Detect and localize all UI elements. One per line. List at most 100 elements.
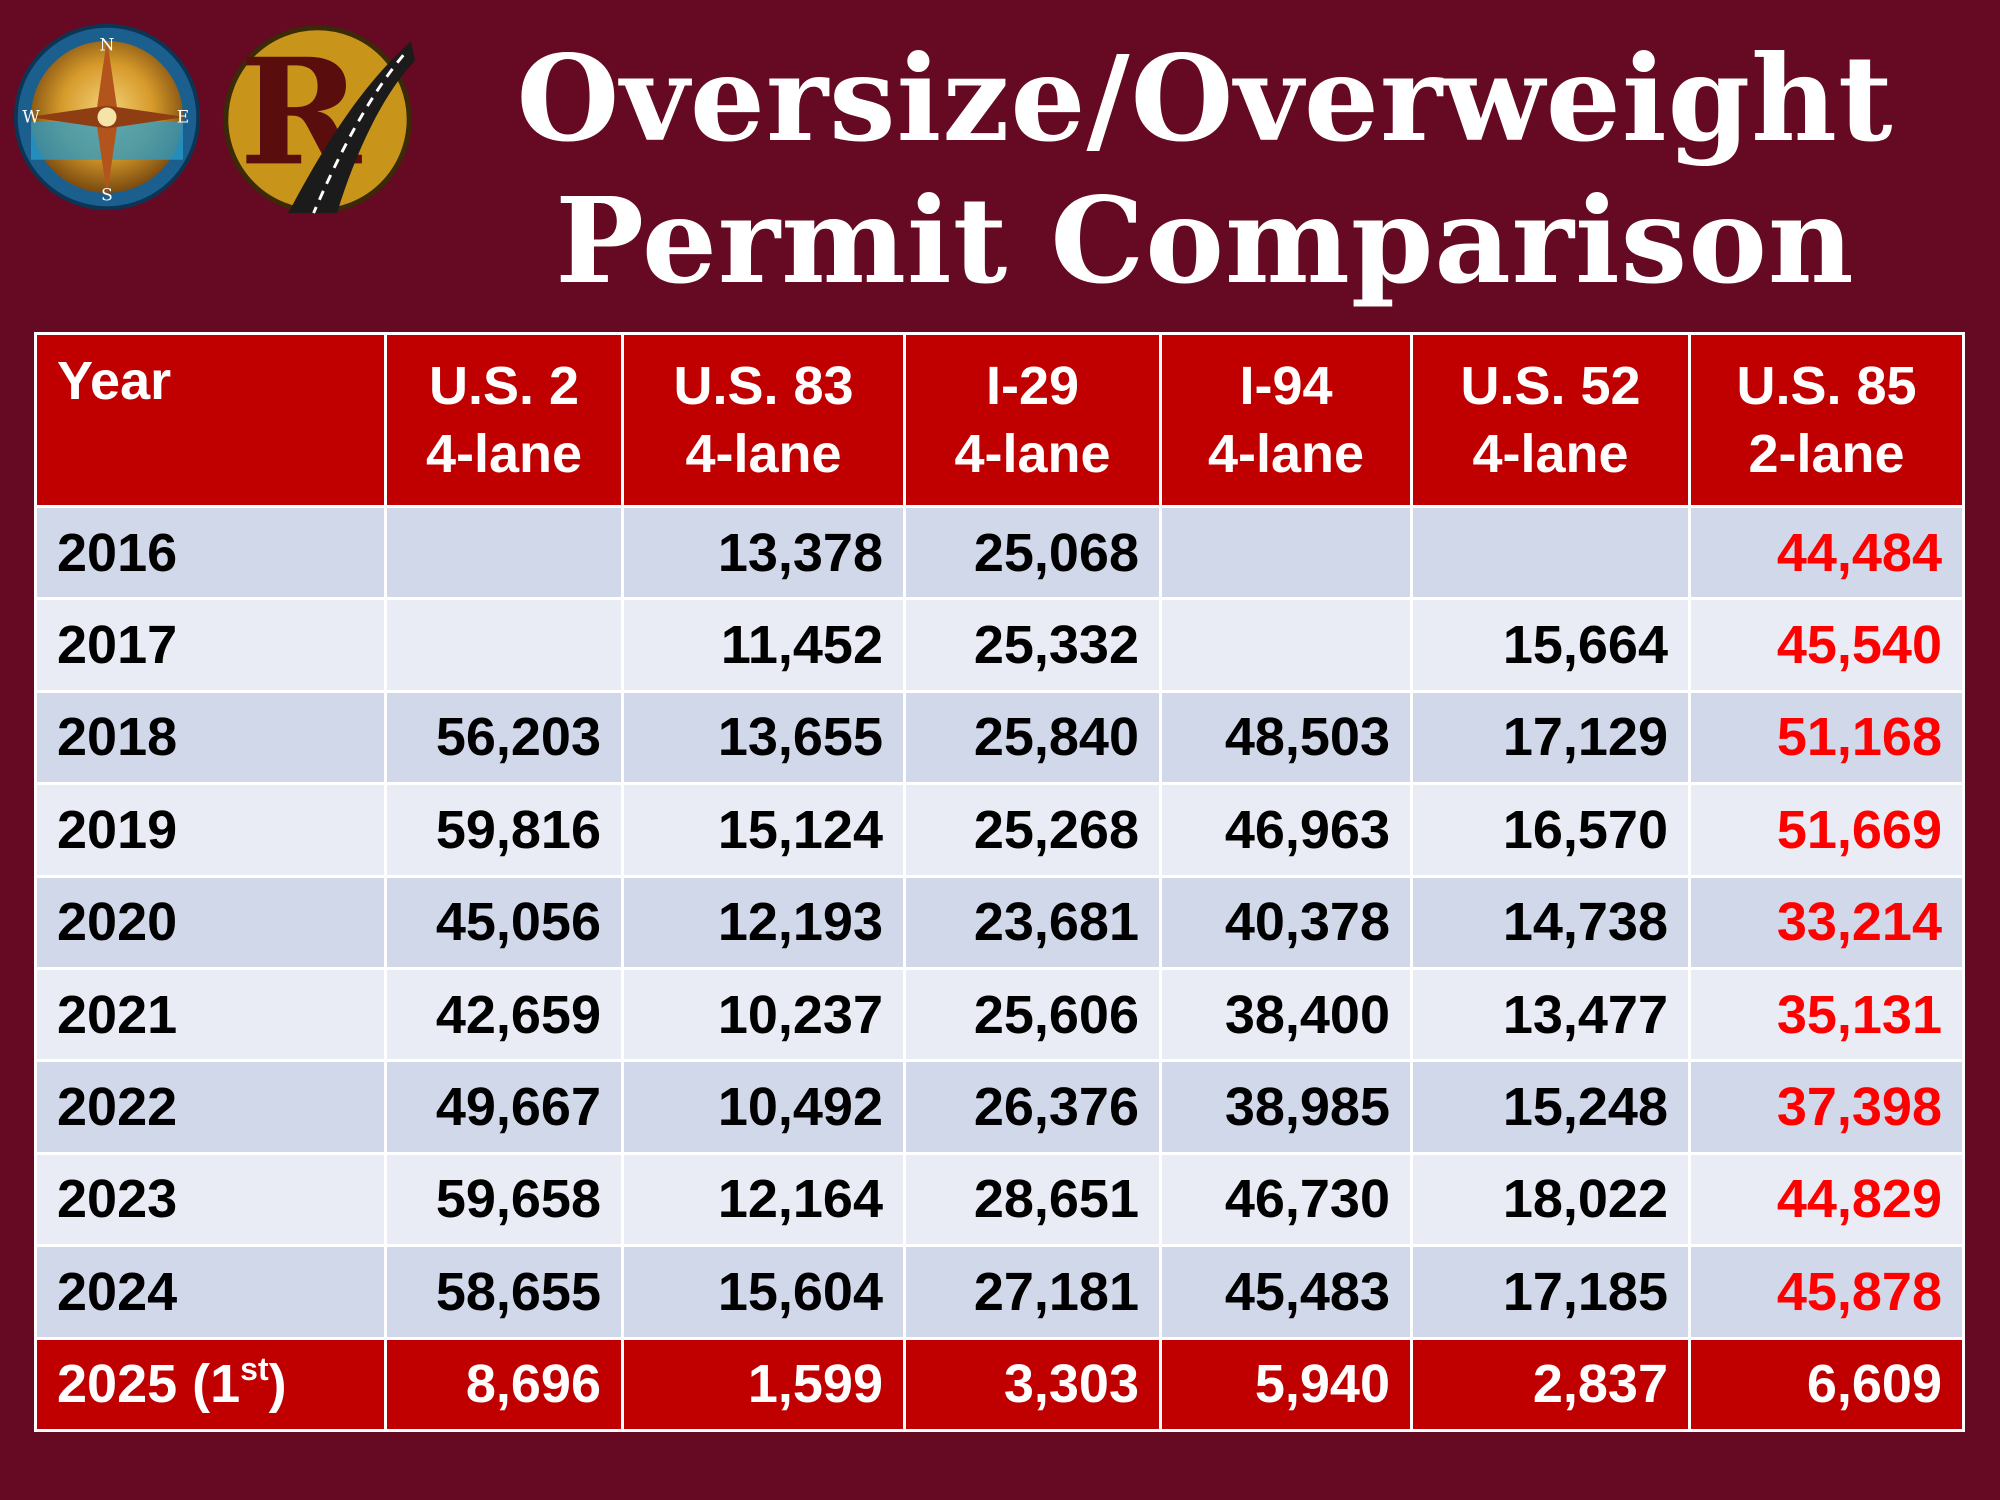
value-cell: 11,452 bbox=[621, 597, 906, 693]
value-cell: 15,664 bbox=[1410, 597, 1691, 693]
value-cell: 13,477 bbox=[1410, 966, 1691, 1063]
year-cell: 2021 bbox=[34, 966, 387, 1063]
table-row-2025: 2025 (1st) 8,696 1,599 3,303 5,940 2,837 6,609 bbox=[34, 1336, 1965, 1433]
value-cell: 38,400 bbox=[1159, 966, 1413, 1063]
compass-letter-e: E bbox=[177, 108, 189, 128]
column-header: U.S. 52 4-lane bbox=[1410, 332, 1691, 508]
column-header: Year bbox=[34, 332, 387, 508]
year-cell: 2022 bbox=[34, 1059, 387, 1155]
value-cell: 8,696 bbox=[384, 1336, 624, 1433]
year-cell: 2024 bbox=[34, 1244, 387, 1340]
table-header-row: Year U.S. 2 4-lane U.S. 83 4-lane I-29 4-lane I… bbox=[34, 332, 1965, 508]
value-cell: 25,606 bbox=[903, 966, 1162, 1063]
column-header-line1: U.S. 83 bbox=[673, 356, 854, 416]
column-header-line1: I-29 bbox=[985, 356, 1080, 416]
year-cell: 2016 bbox=[34, 504, 387, 601]
value-cell: 45,483 bbox=[1159, 1244, 1413, 1340]
column-header-line2: 4-lane bbox=[685, 424, 842, 484]
year-label: 2025 (1 bbox=[57, 1354, 241, 1415]
table-row: 2017 11,452 25,332 15,664 45,540 bbox=[34, 597, 1965, 693]
value-cell: 2,837 bbox=[1410, 1336, 1691, 1433]
value-cell: 13,378 bbox=[621, 504, 906, 601]
highway-r-logo-icon: R bbox=[223, 25, 415, 214]
column-header: I-29 4-lane bbox=[903, 332, 1162, 508]
value-cell: 17,129 bbox=[1410, 689, 1691, 786]
value-cell: 15,124 bbox=[621, 782, 906, 878]
year-cell: 2020 bbox=[34, 874, 387, 970]
table-row: 2024 58,655 15,604 27,181 45,483 17,185 45,878 bbox=[34, 1244, 1965, 1340]
value-cell bbox=[1159, 597, 1413, 693]
value-cell bbox=[384, 504, 624, 601]
value-cell: 12,193 bbox=[621, 874, 906, 970]
year-close: ) bbox=[268, 1354, 287, 1415]
value-cell: 45,878 bbox=[1688, 1244, 1965, 1340]
value-cell: 35,131 bbox=[1688, 966, 1965, 1063]
year-cell: 2017 bbox=[34, 597, 387, 693]
value-cell: 15,604 bbox=[621, 1244, 906, 1340]
value-cell bbox=[1410, 504, 1691, 601]
table-row: 2021 42,659 10,237 25,606 38,400 13,477 35,131 bbox=[34, 966, 1965, 1063]
title-line-2: Permit Comparison bbox=[555, 171, 1855, 310]
value-cell: 33,214 bbox=[1688, 874, 1965, 970]
table-row: 2022 49,667 10,492 26,376 38,985 15,248 37,398 bbox=[34, 1059, 1965, 1155]
column-header-line1: U.S. 2 bbox=[428, 356, 580, 416]
value-cell: 48,503 bbox=[1159, 689, 1413, 786]
value-cell: 1,599 bbox=[621, 1336, 906, 1433]
column-header: U.S. 83 4-lane bbox=[621, 332, 906, 508]
value-cell: 3,303 bbox=[903, 1336, 1162, 1433]
value-cell: 51,168 bbox=[1688, 689, 1965, 786]
compass-letter-w: W bbox=[22, 108, 40, 128]
column-header-line1: U.S. 85 bbox=[1736, 356, 1917, 416]
value-cell: 44,484 bbox=[1688, 504, 1965, 601]
year-cell: 2019 bbox=[34, 782, 387, 878]
title-line-1: Oversize/Overweight bbox=[516, 29, 1894, 168]
value-cell: 12,164 bbox=[621, 1151, 906, 1248]
column-header: U.S. 85 2-lane bbox=[1688, 332, 1965, 508]
value-cell: 15,248 bbox=[1410, 1059, 1691, 1155]
value-cell: 18,022 bbox=[1410, 1151, 1691, 1248]
value-cell: 16,570 bbox=[1410, 782, 1691, 878]
value-cell: 58,655 bbox=[384, 1244, 624, 1340]
year-cell: 2023 bbox=[34, 1151, 387, 1248]
column-header-line2: 4-lane bbox=[425, 424, 583, 484]
value-cell: 10,237 bbox=[621, 966, 906, 1063]
value-cell: 27,181 bbox=[903, 1244, 1162, 1340]
column-header: I-94 4-lane bbox=[1159, 332, 1413, 508]
year-superscript: st bbox=[240, 1351, 269, 1388]
value-cell: 26,376 bbox=[903, 1059, 1162, 1155]
value-cell: 28,651 bbox=[903, 1151, 1162, 1248]
column-header-line2: 4-lane bbox=[1207, 424, 1365, 484]
value-cell: 59,658 bbox=[384, 1151, 624, 1248]
column-header-line2: 4-lane bbox=[954, 424, 1111, 484]
value-cell: 25,840 bbox=[903, 689, 1162, 786]
value-cell: 10,492 bbox=[621, 1059, 906, 1155]
table-row: 2020 45,056 12,193 23,681 40,378 14,738 33,214 bbox=[34, 874, 1965, 970]
value-cell: 14,738 bbox=[1410, 874, 1691, 970]
value-cell bbox=[1159, 504, 1413, 601]
year-cell: 2018 bbox=[34, 689, 387, 786]
table-row: 2018 56,203 13,655 25,840 48,503 17,129 51,168 bbox=[34, 689, 1965, 786]
value-cell: 17,185 bbox=[1410, 1244, 1691, 1340]
value-cell: 37,398 bbox=[1688, 1059, 1965, 1155]
value-cell: 25,068 bbox=[903, 504, 1162, 601]
value-cell: 51,669 bbox=[1688, 782, 1965, 878]
value-cell: 46,730 bbox=[1159, 1151, 1413, 1248]
value-cell: 46,963 bbox=[1159, 782, 1413, 878]
column-header-line1: U.S. 52 bbox=[1460, 356, 1641, 416]
table-row: 2023 59,658 12,164 28,651 46,730 18,022 44,829 bbox=[34, 1151, 1965, 1248]
column-header: U.S. 2 4-lane bbox=[384, 332, 624, 508]
compass-letter-n: N bbox=[100, 36, 115, 56]
value-cell: 6,609 bbox=[1688, 1336, 1965, 1433]
value-cell: 59,816 bbox=[384, 782, 624, 878]
column-header-line1: Year bbox=[57, 351, 172, 411]
permit-comparison-table: Year U.S. 2 4-lane U.S. 83 4-lane I-29 4-lane I… bbox=[34, 332, 1965, 1433]
value-cell: 5,940 bbox=[1159, 1336, 1413, 1433]
value-cell: 13,655 bbox=[621, 689, 906, 786]
table-row: 2016 13,378 25,068 44,484 bbox=[34, 504, 1965, 601]
value-cell: 56,203 bbox=[384, 689, 624, 786]
compass-letter-s: S bbox=[101, 186, 113, 206]
table-row: 2019 59,816 15,124 25,268 46,963 16,570 51,669 bbox=[34, 782, 1965, 878]
value-cell: 49,667 bbox=[384, 1059, 624, 1155]
year-cell: 2025 (1st) bbox=[34, 1336, 387, 1433]
value-cell: 40,378 bbox=[1159, 874, 1413, 970]
